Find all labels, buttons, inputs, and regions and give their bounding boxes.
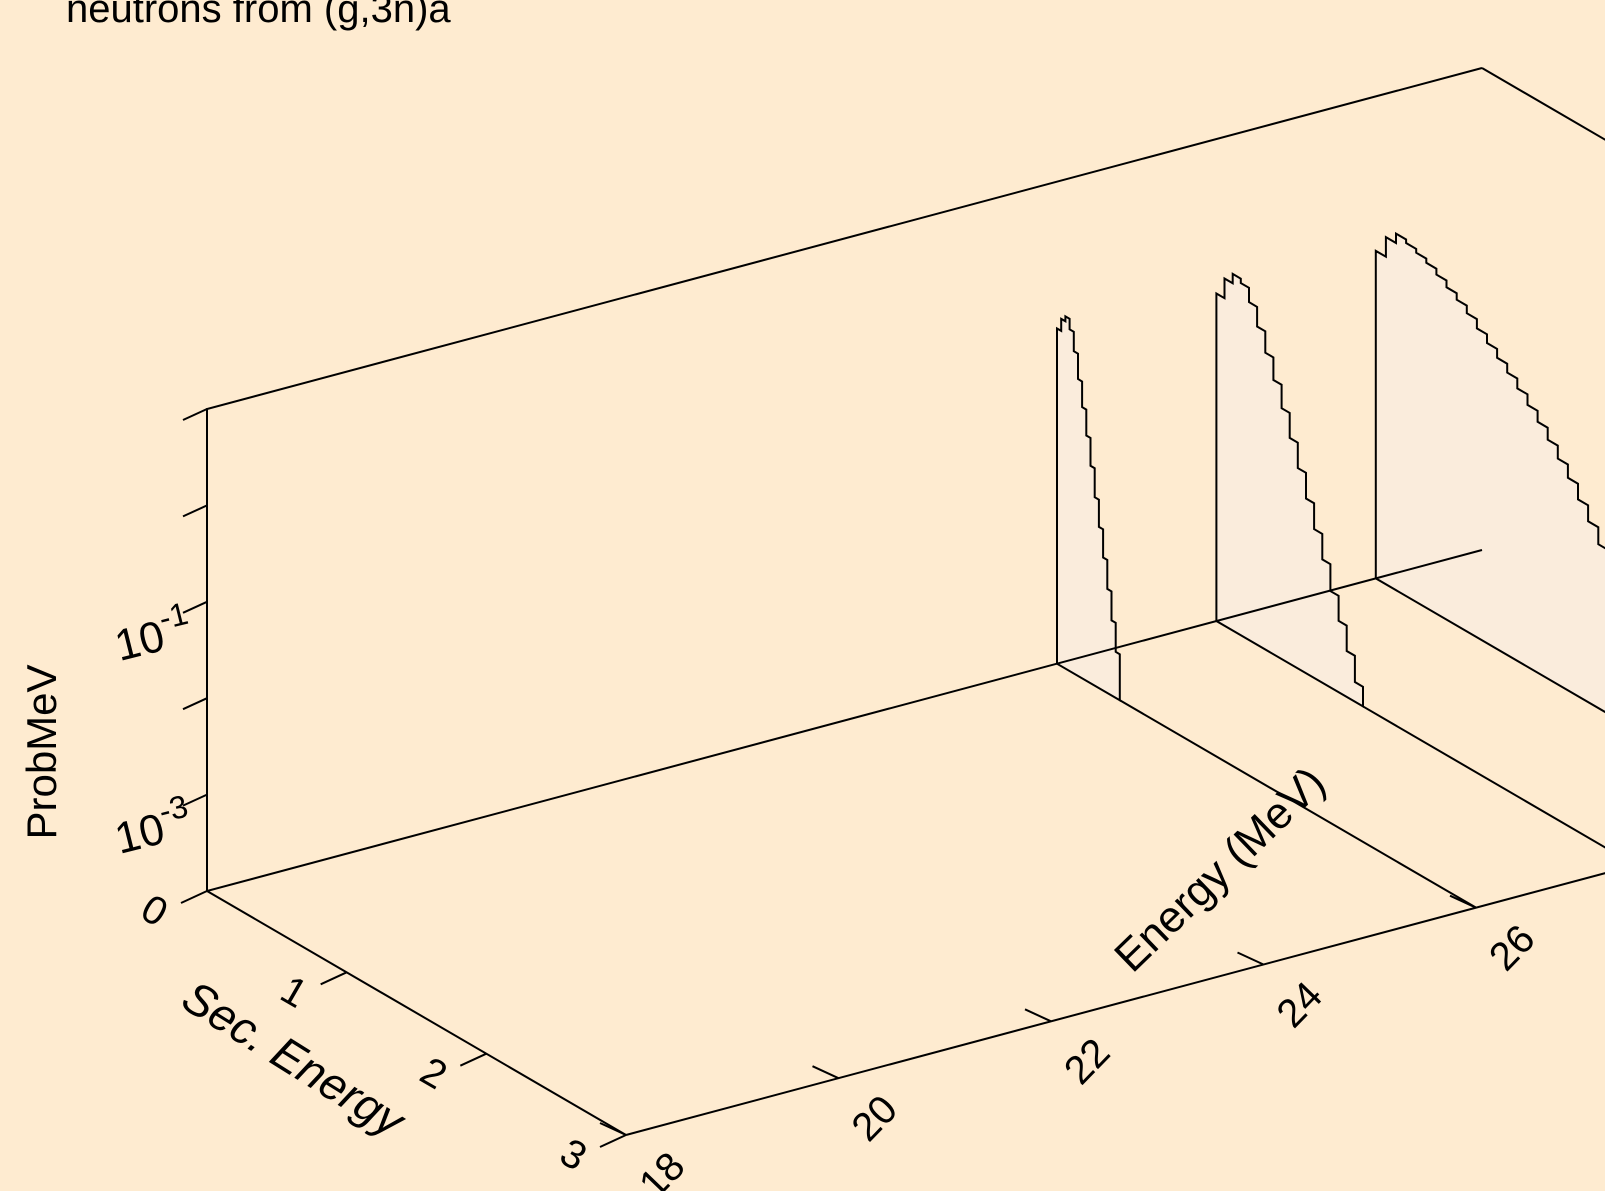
spectrum-27-5: [1215, 272, 1364, 709]
sec-energy-tick: [459, 1052, 487, 1067]
energy-tick-label: 22: [1056, 1030, 1119, 1093]
energy-tick: [1024, 1008, 1052, 1023]
sec-energy-tick-label: 1: [273, 968, 314, 1017]
spectrum-26: [1056, 314, 1121, 703]
prob-tick: [182, 408, 208, 421]
prob-tick: [182, 793, 208, 807]
sec-energy-tick: [180, 890, 208, 904]
energy-tick-label: 26: [1481, 917, 1544, 980]
sec-energy-tick-label: 0: [134, 886, 175, 935]
prob-tick: [182, 697, 208, 711]
spectrum-baseline: [1119, 699, 1477, 909]
prob-tick: [182, 600, 208, 614]
prob-tick-label: 10-3: [108, 788, 197, 864]
energy-tick: [1237, 951, 1264, 966]
energy-tick-label: 18: [631, 1144, 694, 1191]
sec-energy-tick-label: 2: [413, 1049, 454, 1098]
prob-tick: [182, 504, 208, 518]
spectrum-baseline: [1362, 705, 1605, 849]
sec-energy-tick: [320, 971, 348, 986]
floor-back-edge: [206, 549, 1483, 892]
spectrum-29: [1374, 231, 1605, 714]
energy-axis: [625, 872, 1605, 1136]
energy-tick: [1449, 894, 1477, 909]
energy-tick: [812, 1065, 839, 1080]
energy-axis-title: Energy (MeV): [1105, 758, 1334, 982]
energy-tick-label: 20: [843, 1087, 906, 1150]
energy-tick: [599, 1122, 627, 1136]
chart-title: neutrons from (g,3n)a: [66, 0, 451, 31]
prob-tick-label: 10-1: [108, 595, 197, 671]
sec-energy-tick-label: 3: [553, 1130, 594, 1179]
sec-energy-axis: [206, 890, 627, 1136]
sec-energy-tick: [599, 1134, 627, 1148]
energy-tick-label: 24: [1268, 974, 1331, 1037]
spectra-group: [1056, 231, 1605, 909]
prob-axis-title: ProbMeV: [18, 664, 65, 839]
